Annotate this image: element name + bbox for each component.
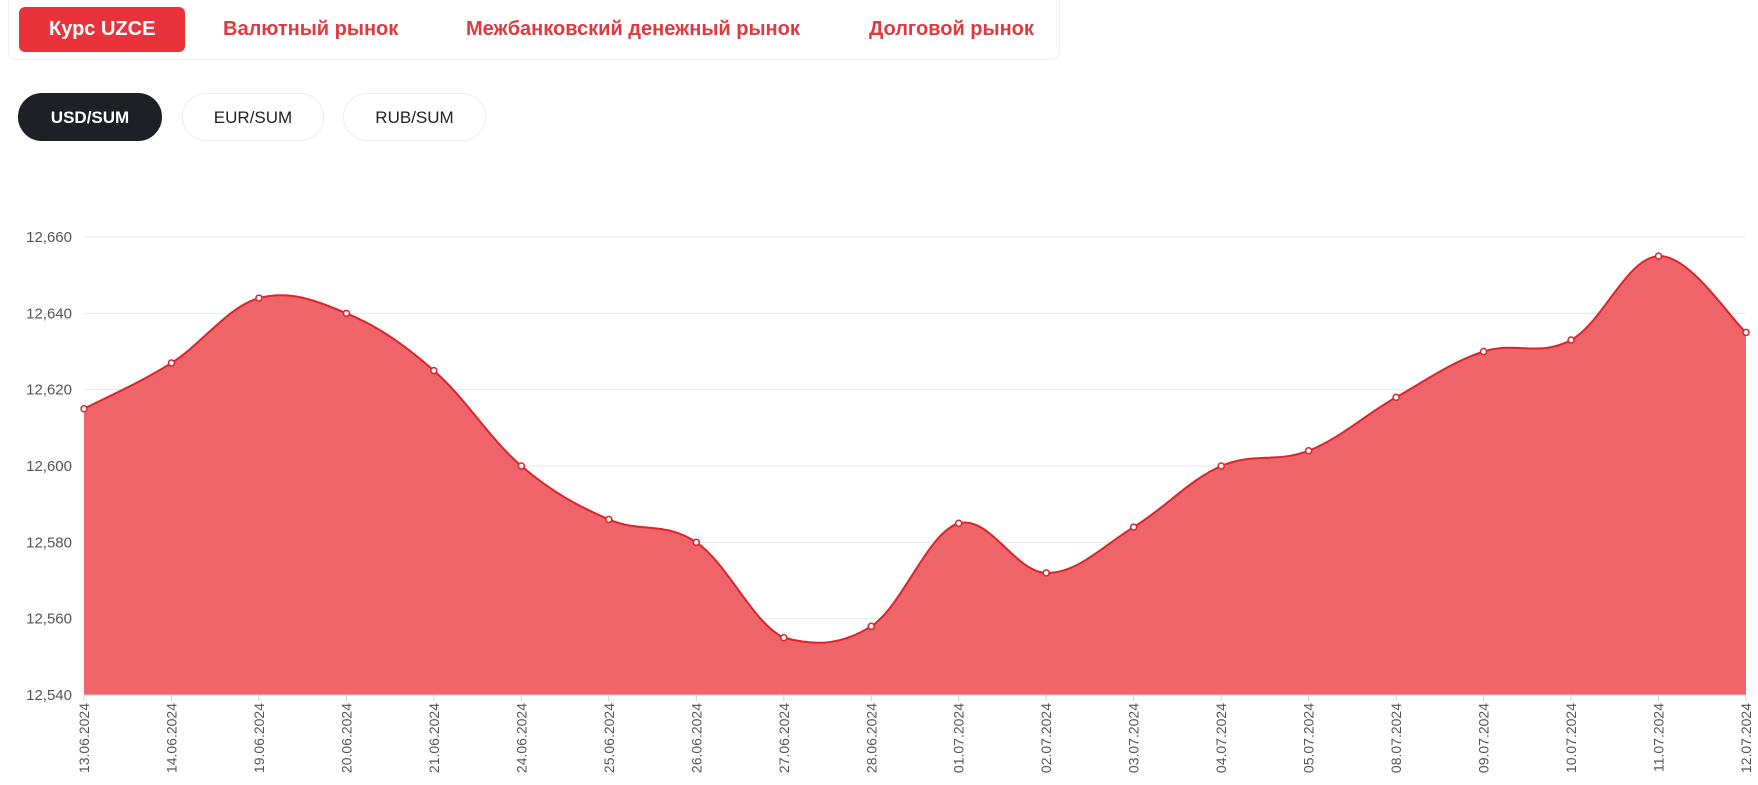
x-tick-label: 11.07.2024 [1651, 703, 1667, 772]
y-tick-label: 12,660 [26, 229, 72, 246]
x-tick-label: 10.07.2024 [1563, 703, 1579, 773]
pair-rub-sum[interactable]: RUB/SUM [343, 93, 486, 141]
x-tick-label: 13.06.2024 [76, 703, 92, 773]
data-point [867, 622, 876, 631]
x-tick-label: 03.07.2024 [1126, 703, 1142, 773]
y-tick-label: 12,600 [26, 458, 72, 475]
data-point [517, 462, 526, 470]
y-tick-label: 12,560 [26, 611, 72, 628]
data-point [430, 366, 438, 375]
x-tick-label: 19.06.2024 [251, 703, 267, 773]
market-tabs: Курс UZCE Валютный рынок Межбанковский д… [8, 0, 1060, 60]
data-point [780, 634, 788, 642]
data-point [692, 538, 701, 547]
x-tick-label: 26.06.2024 [688, 703, 704, 773]
data-point [1217, 462, 1225, 470]
y-tick-label: 12,540 [26, 687, 72, 704]
area-fill [84, 256, 1746, 695]
data-points [80, 252, 1750, 642]
data-point [605, 515, 613, 524]
data-point [1304, 446, 1313, 455]
tab-currency-market[interactable]: Валютный рынок [223, 18, 399, 40]
x-tick-label: 08.07.2024 [1388, 703, 1404, 773]
data-point [1742, 328, 1750, 337]
data-point [1392, 393, 1400, 402]
data-point [1042, 569, 1050, 577]
x-tick-label: 02.07.2024 [1038, 703, 1054, 773]
x-tick-label: 25.06.2024 [601, 703, 617, 773]
x-tick-label: 12.07.2024 [1738, 703, 1754, 773]
x-tick-label: 20.06.2024 [338, 703, 354, 773]
y-tick-label: 12,620 [26, 382, 72, 399]
tab-interbank-money-market[interactable]: Межбанковский денежный рынок [466, 18, 800, 40]
x-tick-label: 21.06.2024 [426, 703, 442, 773]
x-tick-label: 01.07.2024 [951, 703, 967, 773]
data-point [80, 405, 88, 413]
x-tick-label: 27.06.2024 [776, 703, 792, 773]
x-tick-label: 24.06.2024 [513, 703, 529, 773]
x-tick-label: 04.07.2024 [1213, 703, 1229, 773]
tab-uzce-rate[interactable]: Курс UZCE [19, 7, 186, 52]
y-tick-label: 12,640 [26, 305, 72, 322]
x-axis: 13.06.2024 14.06.2024 19.06.2024 20.06.2024… [76, 695, 1754, 773]
x-tick-label: 05.07.2024 [1301, 703, 1317, 773]
x-tick-label: 14.06.2024 [163, 703, 179, 773]
x-tick-label: 28.06.2024 [863, 703, 879, 773]
data-point [954, 519, 963, 527]
x-tick-label: 09.07.2024 [1476, 703, 1492, 773]
data-point [1654, 252, 1663, 260]
y-axis: 12,540 12,560 12,580 12,600 12,620 12,640 12,6… [26, 229, 72, 704]
tab-debt-market[interactable]: Долговой рынок [869, 18, 1034, 40]
data-point [342, 309, 351, 318]
data-point [1567, 336, 1575, 344]
data-point [1479, 347, 1488, 356]
y-tick-label: 12,580 [26, 534, 72, 551]
data-point [255, 294, 263, 302]
pair-eur-sum[interactable]: EUR/SUM [182, 93, 324, 141]
pair-usd-sum[interactable]: USD/SUM [18, 93, 162, 141]
data-point [1129, 523, 1138, 531]
data-point [167, 359, 176, 367]
